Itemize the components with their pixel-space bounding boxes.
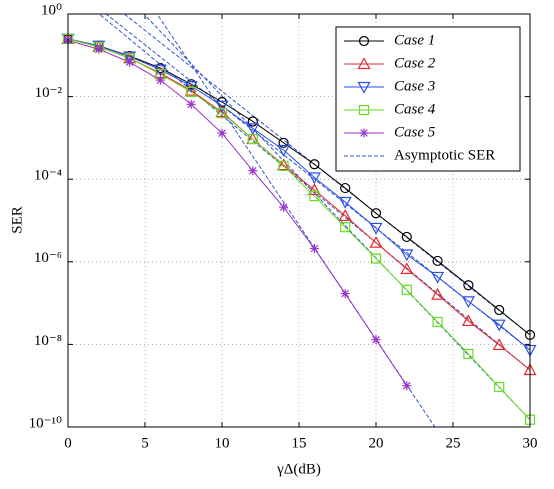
marker — [309, 159, 320, 170]
plot-lines — [68, 14, 530, 427]
marker — [492, 319, 506, 332]
legend-label: Case 3 — [394, 78, 435, 94]
marker — [340, 222, 351, 233]
marker — [215, 105, 229, 118]
series-line — [68, 38, 530, 421]
marker — [357, 57, 371, 70]
legend-label: Case 5 — [394, 124, 436, 140]
marker — [494, 381, 505, 393]
y-tick-label: 10⁻⁶ — [34, 250, 62, 266]
legend-label: Case 2 — [394, 55, 436, 71]
marker — [402, 381, 412, 391]
asymptote-line — [105, 14, 530, 351]
marker — [432, 316, 443, 328]
marker — [431, 271, 445, 284]
marker — [216, 107, 228, 119]
y-tick-label: 10⁻⁸ — [34, 333, 62, 349]
marker — [94, 44, 104, 54]
marker — [432, 255, 443, 267]
marker — [155, 75, 165, 85]
axes-frame — [67, 13, 531, 428]
series-line — [68, 38, 530, 336]
x-tick-label: 30 — [523, 435, 538, 451]
marker — [217, 128, 227, 138]
marker — [369, 222, 383, 235]
legend-box — [335, 26, 521, 172]
asymptote-line — [123, 14, 530, 336]
legend-label: Case 1 — [394, 32, 435, 48]
marker — [401, 284, 412, 295]
marker — [247, 116, 258, 127]
x-tick-label: 10 — [215, 435, 230, 451]
asymptote-line — [143, 14, 530, 421]
marker — [461, 296, 475, 309]
marker — [371, 335, 381, 345]
marker — [125, 57, 135, 67]
marker — [215, 100, 229, 113]
marker — [461, 314, 475, 327]
marker — [246, 123, 260, 136]
marker — [278, 160, 289, 171]
marker — [184, 83, 198, 96]
marker — [358, 104, 370, 116]
marker — [431, 287, 445, 300]
series-line — [68, 39, 408, 386]
marker — [307, 172, 321, 185]
marker — [279, 202, 289, 212]
asymptote-line — [98, 14, 530, 371]
marker — [307, 183, 321, 196]
marker — [463, 348, 474, 359]
marker — [401, 231, 412, 243]
x-tick-label: 0 — [64, 435, 72, 451]
marker — [357, 81, 371, 94]
marker — [370, 208, 382, 219]
marker — [184, 80, 198, 93]
marker — [338, 209, 352, 221]
legend-label: Case 4 — [394, 101, 436, 117]
marker — [186, 99, 196, 109]
marker — [358, 35, 370, 47]
x-tick-label: 5 — [141, 435, 149, 451]
marker — [338, 196, 352, 209]
marker — [340, 289, 350, 299]
y-axis-label: SER — [9, 206, 25, 234]
y-tick-label: 10⁻¹⁰ — [29, 415, 62, 431]
x-tick-label: 25 — [446, 435, 461, 451]
y-tick-label: 10⁰ — [41, 2, 62, 18]
y-tick-label: 10⁻⁴ — [34, 168, 62, 184]
x-tick-label: 15 — [292, 435, 307, 451]
marker — [309, 190, 320, 202]
marker — [277, 158, 291, 171]
marker — [369, 235, 383, 248]
series-line — [68, 38, 530, 351]
marker — [400, 249, 414, 262]
marker — [277, 144, 291, 157]
asymptote-line — [156, 14, 436, 427]
marker — [123, 51, 137, 64]
marker — [494, 304, 505, 316]
marker — [248, 166, 258, 176]
marker — [400, 262, 414, 275]
x-axis-label: γΔ(dB) — [276, 461, 321, 477]
x-tick-label: 20 — [369, 435, 384, 451]
marker — [492, 338, 506, 351]
marker — [186, 86, 197, 97]
marker — [463, 280, 474, 291]
marker — [247, 133, 258, 145]
legend-label: Asymptotic SER — [394, 147, 495, 163]
marker — [370, 253, 382, 264]
marker — [309, 243, 319, 253]
marker — [340, 182, 351, 194]
y-tick-label: 10⁻² — [35, 85, 63, 101]
marker — [359, 128, 369, 138]
marker — [278, 137, 289, 148]
